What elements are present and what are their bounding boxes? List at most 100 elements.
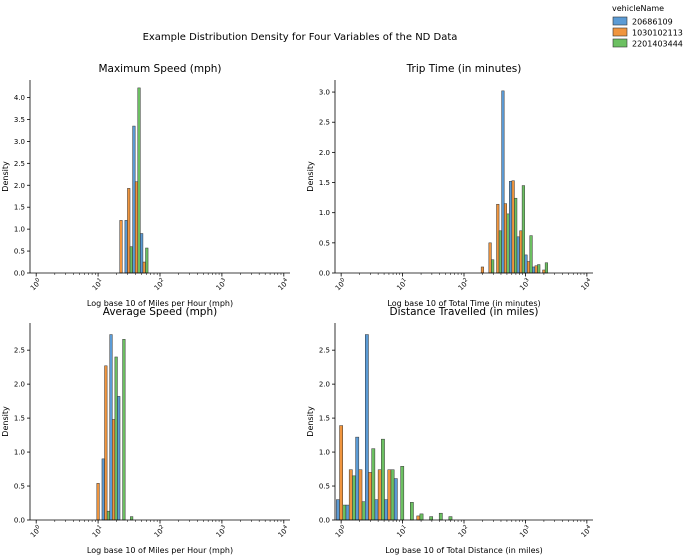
bar-1030102113 [534, 265, 538, 274]
bar-2201403444 [137, 87, 141, 274]
bar-2201403444 [438, 512, 443, 521]
bar-20686109 [140, 233, 144, 274]
x-tick-label: 103 [214, 277, 230, 293]
bar-1030102113 [119, 220, 123, 274]
bar-1030102113 [339, 425, 344, 521]
bar-1030102113 [127, 188, 131, 274]
panel-average-speed: Average Speed (mph) 0.0 0.5 1.0 1.5 2.0 2.5 100… [1, 306, 290, 555]
x-tick-label: 101 [90, 277, 105, 292]
bar-20686109 [393, 478, 398, 521]
x-tick-label: 100 [28, 524, 44, 540]
legend-label: 2201403444 [632, 40, 683, 49]
bar-2201403444 [498, 230, 502, 274]
legend-entry: 2201403444 [612, 38, 683, 49]
x-tick-label: 100 [333, 277, 349, 293]
bar-2201403444 [419, 513, 424, 521]
bar-1030102113 [496, 203, 500, 274]
bar-1030102113 [416, 515, 421, 521]
legend-entry: 20686109 [612, 16, 673, 27]
bar-20686109 [374, 499, 379, 521]
bar-1030102113 [96, 483, 100, 521]
y-tick-label: 1.0 [319, 449, 330, 457]
y-tick-label: 0.5 [319, 483, 330, 491]
bar-2201403444 [521, 185, 525, 274]
bar-2201403444 [371, 448, 376, 521]
bar-1030102113 [368, 472, 372, 521]
x-tick-label: 104 [579, 277, 595, 293]
bar-20686109 [117, 396, 121, 521]
panel-maximum-speed: Maximum Speed (mph) 0.0 0.5 1.0 1.5 2.0 2.5 3.0… [1, 63, 290, 308]
bar-2201403444 [410, 502, 414, 521]
y-axis-label: Density [306, 406, 315, 437]
bar-2201403444 [448, 516, 453, 521]
x-tick-label: 100 [28, 277, 44, 293]
y-tick-label: 1.0 [14, 449, 25, 457]
y-tick-label: 0.5 [14, 248, 25, 256]
y-tick-label: 0.5 [319, 239, 330, 247]
y-tick-label: 2.0 [14, 381, 25, 389]
x-tick-label: 101 [90, 524, 105, 539]
x-tick-label: 102 [152, 277, 167, 292]
bar-20686109 [516, 236, 520, 274]
bar-2201403444 [400, 466, 405, 521]
y-tick-label: 2.5 [319, 347, 330, 355]
bar-20686109 [524, 254, 528, 274]
legend-swatch [612, 16, 628, 26]
legend: vehicleName 20686109 1030102113 22014034… [612, 4, 683, 49]
y-tick-label: 0.0 [14, 517, 25, 525]
y-tick-label: 2.0 [319, 149, 330, 157]
panel-title: Average Speed (mph) [103, 306, 217, 318]
y-tick-label: 2.5 [14, 160, 25, 168]
x-tick-label: 102 [456, 524, 471, 539]
bar-2201403444 [429, 516, 434, 521]
y-axis-label: Density [1, 161, 10, 192]
x-axis-label: Log base 10 of Total Time (in minutes) [387, 299, 540, 308]
panel-title: Trip Time (in minutes) [406, 63, 522, 75]
bar-2201403444 [352, 475, 356, 521]
y-tick-label: 1.5 [14, 415, 25, 423]
y-axis-label: Density [306, 161, 315, 192]
x-axis-label: Log base 10 of Miles per Hour (mph) [87, 546, 233, 555]
bar-2201403444 [390, 469, 395, 521]
bar-1030102113 [358, 469, 363, 521]
bar-20686109 [109, 334, 113, 521]
y-tick-label: 4.0 [14, 94, 25, 102]
panel-title: Distance Travelled (in miles) [390, 306, 539, 318]
bar-1030102113 [134, 181, 139, 274]
bar-2201403444 [106, 510, 110, 521]
bar-20686109 [355, 436, 360, 521]
bar-2201403444 [514, 197, 518, 274]
bar-20686109 [336, 499, 340, 521]
figure-title: Example Distribution Density for Four Va… [143, 32, 458, 43]
y-tick-label: 3.5 [14, 116, 25, 124]
bar-1030102113 [348, 469, 353, 521]
bar-2201403444 [342, 504, 347, 521]
x-tick-label: 103 [518, 277, 534, 293]
x-axis-label: Log base 10 of Total Distance (in miles) [385, 546, 543, 555]
y-tick-label: 1.5 [319, 415, 330, 423]
y-tick-label: 0.0 [319, 270, 330, 278]
bar-20686109 [384, 499, 389, 521]
legend-entry: 1030102113 [612, 27, 683, 38]
y-axis-label: Density [1, 406, 10, 437]
y-tick-label: 2.0 [14, 182, 25, 190]
legend-title: vehicleName [612, 4, 664, 13]
panel-distance-travelled: Distance Travelled (in miles) 0.0 0.5 1.0 1.… [306, 306, 593, 555]
bar-2201403444 [145, 247, 149, 274]
y-tick-label: 1.5 [14, 204, 25, 212]
x-tick-label: 103 [214, 524, 230, 540]
y-tick-label: 1.0 [14, 226, 25, 234]
x-tick-label: 102 [456, 277, 471, 292]
y-tick-label: 2.5 [319, 119, 330, 127]
panel-trip-time: Trip Time (in minutes) 0.0 0.5 1.0 1.5 2.0 2.5… [306, 63, 595, 308]
y-tick-label: 0.0 [14, 270, 25, 278]
bar-20686109 [501, 90, 505, 274]
bar-2201403444 [122, 339, 126, 521]
bar-20686109 [124, 220, 128, 274]
bar-1030102113 [112, 419, 116, 521]
panel-title: Maximum Speed (mph) [98, 63, 221, 75]
y-tick-label: 1.0 [319, 209, 330, 217]
bar-2201403444 [361, 501, 366, 521]
bar-1030102113 [519, 230, 523, 274]
